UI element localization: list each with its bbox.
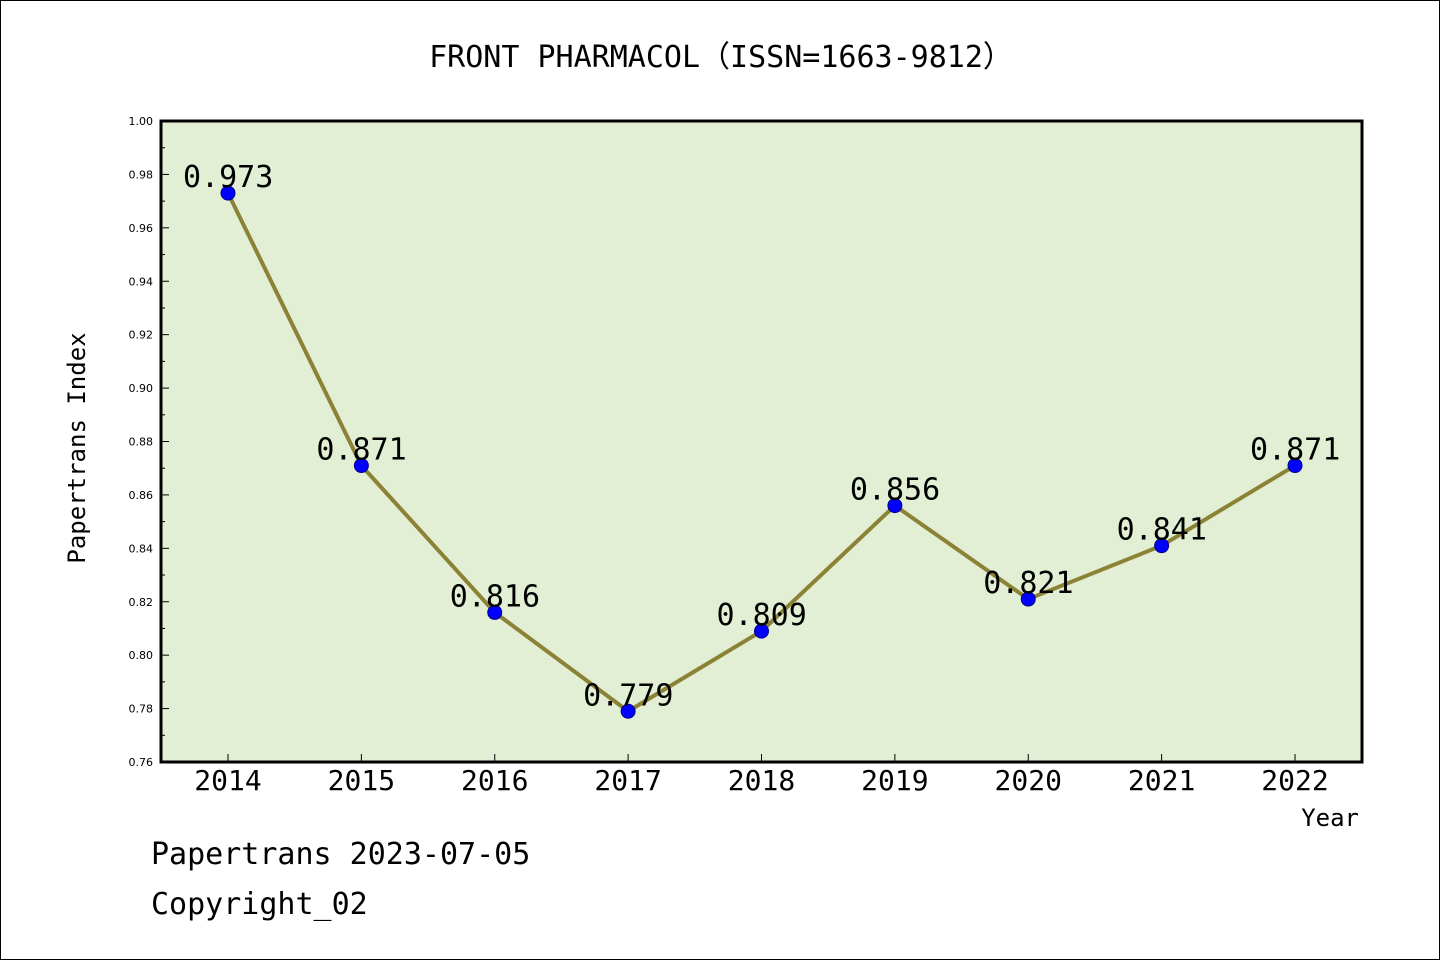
y-tick-label: 0.86 bbox=[129, 489, 154, 502]
data-point bbox=[754, 623, 769, 639]
data-label: 0.816 bbox=[450, 579, 540, 614]
x-axis: 2014 2015 2016 2017 2018 2019 2020 2021 2022 bbox=[194, 754, 1329, 797]
data-point bbox=[1154, 538, 1170, 554]
y-tick-label: 1.00 bbox=[129, 115, 154, 128]
x-tick-label: 2020 bbox=[995, 764, 1062, 797]
data-point bbox=[620, 703, 636, 719]
y-tick-label: 0.76 bbox=[129, 756, 154, 769]
plot-border bbox=[159, 119, 1364, 764]
x-tick-label: 2022 bbox=[1261, 764, 1328, 797]
y-tick-label: 0.84 bbox=[129, 542, 154, 555]
data-label: 0.871 bbox=[1250, 433, 1340, 468]
data-label: 0.871 bbox=[316, 433, 406, 468]
data-point bbox=[220, 185, 236, 201]
footer-copyright: Copyright_02 bbox=[151, 887, 368, 922]
y-tick-label: 0.92 bbox=[129, 329, 154, 342]
x-tick-label: 2016 bbox=[461, 764, 528, 797]
y-tick-label: 0.96 bbox=[129, 222, 154, 235]
data-point bbox=[887, 498, 903, 514]
x-tick-label: 2018 bbox=[728, 764, 795, 797]
data-markers bbox=[220, 185, 1303, 719]
y-tick-label: 0.82 bbox=[129, 596, 154, 609]
x-axis-label: Year bbox=[1301, 804, 1359, 832]
y-tick-label: 0.94 bbox=[129, 275, 154, 288]
data-point bbox=[1020, 591, 1036, 607]
y-tick-label: 0.90 bbox=[129, 382, 154, 395]
y-axis: 0.76 0.78 0.80 0.82 0.84 0.86 0.88 0.90 0.92 0.94… bbox=[129, 115, 169, 769]
x-tick-label: 2015 bbox=[328, 764, 395, 797]
data-labels: 0.973 0.871 0.816 0.779 0.809 0.856 0.821 0.841… bbox=[183, 160, 1340, 713]
y-tick-label: 0.80 bbox=[129, 649, 154, 662]
x-tick-label: 2017 bbox=[594, 764, 661, 797]
y-tick-label: 0.78 bbox=[129, 703, 154, 716]
footer-date: Papertrans 2023-07-05 bbox=[151, 837, 530, 872]
x-tick-label: 2014 bbox=[194, 764, 261, 797]
data-label: 0.779 bbox=[583, 678, 673, 713]
data-point bbox=[353, 458, 369, 474]
data-label: 0.973 bbox=[183, 160, 273, 195]
data-label: 0.856 bbox=[850, 473, 940, 508]
plot-area bbox=[161, 121, 1362, 762]
x-tick-label: 2021 bbox=[1128, 764, 1195, 797]
data-label: 0.841 bbox=[1117, 513, 1207, 548]
data-point bbox=[487, 604, 503, 620]
data-label: 0.809 bbox=[717, 598, 807, 633]
chart-title: FRONT PHARMACOL（ISSN=1663-9812） bbox=[429, 40, 1013, 75]
data-label: 0.821 bbox=[983, 566, 1073, 601]
y-tick-label: 0.88 bbox=[129, 436, 154, 449]
y-axis-label: Papertrans Index bbox=[63, 332, 91, 563]
x-tick-label: 2019 bbox=[861, 764, 928, 797]
y-tick-label: 0.98 bbox=[129, 168, 154, 181]
data-point bbox=[1287, 458, 1303, 474]
